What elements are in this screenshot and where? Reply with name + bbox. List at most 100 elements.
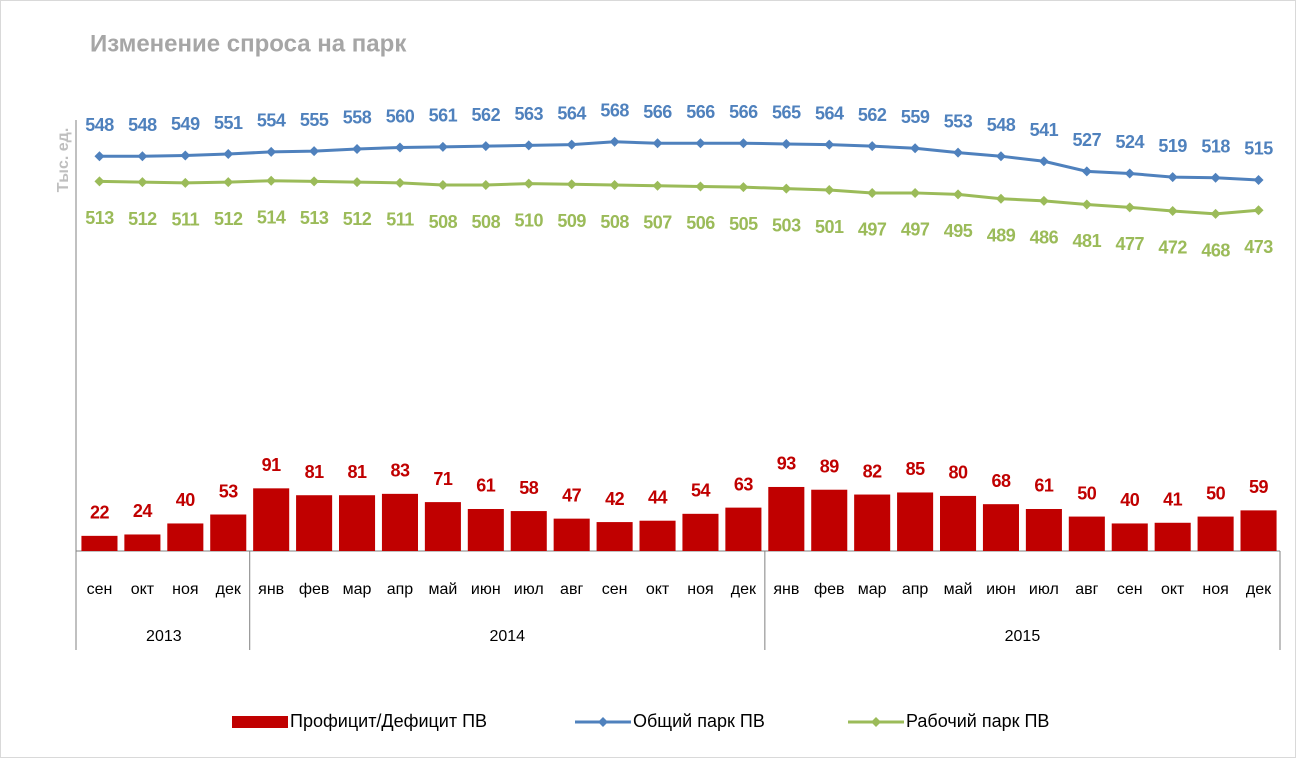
bar — [725, 507, 762, 551]
x-tick-label: авг — [1075, 581, 1098, 598]
bar — [210, 514, 247, 551]
data-label: 514 — [257, 207, 286, 227]
data-label: 489 — [987, 225, 1016, 245]
data-label: 501 — [815, 217, 844, 237]
line-marker — [266, 175, 277, 186]
bar — [81, 535, 118, 551]
data-label: 54 — [691, 481, 711, 501]
bar — [854, 494, 891, 551]
line-marker — [1167, 205, 1178, 216]
data-label: 44 — [648, 487, 668, 507]
data-label: 511 — [386, 210, 414, 230]
data-label: 50 — [1077, 483, 1097, 503]
data-label: 81 — [305, 462, 325, 482]
data-label: 85 — [906, 459, 926, 479]
y-axis-label: Тыс. ед. — [55, 128, 72, 193]
data-label: 541 — [1030, 120, 1059, 140]
group-label: 2013 — [146, 628, 182, 645]
line-marker — [824, 185, 835, 196]
data-label: 511 — [172, 210, 200, 230]
data-label: 89 — [820, 456, 840, 476]
data-label: 512 — [214, 209, 243, 229]
x-tick-label: фев — [299, 581, 330, 598]
x-tick-label: апр — [387, 581, 414, 598]
data-label: 22 — [90, 503, 110, 523]
data-label: 524 — [1115, 132, 1144, 152]
data-label: 564 — [557, 103, 586, 123]
data-label: 508 — [429, 212, 458, 232]
x-tick-label: ноя — [172, 581, 198, 598]
data-label: 81 — [348, 462, 368, 482]
data-label: 554 — [257, 111, 286, 131]
data-label: 50 — [1206, 483, 1226, 503]
data-label: 503 — [772, 215, 801, 235]
bar — [1240, 510, 1277, 551]
data-label: 468 — [1201, 241, 1230, 261]
line-marker — [1124, 202, 1135, 213]
x-tick-label: дек — [1246, 581, 1272, 598]
data-label: 559 — [901, 107, 930, 127]
data-label: 563 — [514, 104, 543, 124]
data-label: 477 — [1115, 234, 1144, 254]
x-tick-label: сен — [87, 581, 113, 598]
x-tick-label: июл — [1029, 581, 1059, 598]
line-marker — [1253, 205, 1264, 216]
data-label: 24 — [133, 501, 153, 521]
data-label: 59 — [1249, 477, 1269, 497]
data-label: 509 — [557, 211, 586, 231]
x-tick-label: июн — [986, 581, 1016, 598]
line-marker — [523, 178, 534, 189]
data-label: 566 — [643, 102, 672, 122]
data-label: 497 — [901, 220, 930, 240]
data-label: 61 — [1034, 476, 1054, 496]
x-tick-label: окт — [1161, 581, 1185, 598]
line-marker — [738, 182, 749, 193]
data-label: 93 — [777, 454, 797, 474]
data-label: 83 — [390, 461, 410, 481]
data-label: 548 — [85, 115, 114, 135]
x-tick-label: июн — [471, 581, 501, 598]
line-marker — [1210, 172, 1221, 183]
line-marker — [1081, 166, 1092, 177]
x-tick-label: апр — [902, 581, 929, 598]
data-label: 47 — [562, 485, 582, 505]
line-marker — [910, 143, 921, 154]
bar — [167, 523, 204, 551]
line-marker — [523, 140, 534, 151]
x-tick-label: мар — [858, 581, 887, 598]
line-marker — [1253, 174, 1264, 185]
line-marker — [223, 177, 234, 188]
x-tick-label: фев — [814, 581, 845, 598]
line-marker — [910, 187, 921, 198]
data-label: 562 — [858, 105, 887, 125]
bar — [682, 513, 719, 551]
data-label: 53 — [219, 481, 239, 501]
data-label: 548 — [128, 115, 157, 135]
data-label: 71 — [433, 469, 453, 489]
line-marker — [695, 181, 706, 192]
bar — [553, 518, 590, 551]
line-marker — [953, 147, 964, 158]
bar — [1154, 522, 1191, 551]
line-marker — [394, 177, 405, 188]
line-marker — [309, 176, 320, 187]
data-label: 497 — [858, 220, 887, 240]
bar — [811, 489, 848, 551]
line-marker — [94, 176, 105, 187]
line-marker — [824, 139, 835, 150]
x-tick-label: янв — [773, 581, 799, 598]
line-marker — [352, 177, 363, 188]
line-marker — [437, 141, 448, 152]
data-label: 513 — [85, 208, 114, 228]
data-label: 91 — [262, 455, 282, 475]
data-label: 568 — [600, 101, 629, 121]
data-label: 562 — [472, 105, 501, 125]
data-label: 512 — [343, 209, 372, 229]
legend-label: Профицит/Дефицит ПВ — [290, 711, 487, 731]
bar — [768, 486, 805, 551]
bar — [940, 495, 977, 551]
data-label: 40 — [176, 490, 196, 510]
line-marker — [137, 151, 148, 162]
x-tick-label: окт — [131, 581, 155, 598]
